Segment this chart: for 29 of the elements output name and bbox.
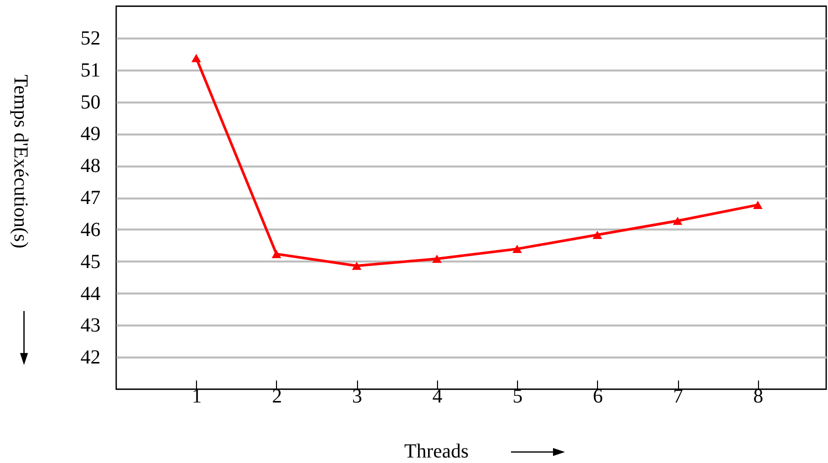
point: [352, 262, 362, 270]
x-tick-label: 5: [512, 386, 523, 408]
x-tick-label: 2: [272, 386, 282, 408]
x-axis-title: Threads: [404, 440, 469, 462]
y-tick-label: 49: [80, 123, 100, 146]
y-tick-label: 50: [80, 91, 100, 114]
point: [512, 244, 522, 253]
y-tick-label: 52: [80, 27, 100, 50]
point: [753, 200, 763, 209]
point: [592, 230, 602, 239]
x-tick-label: 4: [432, 386, 442, 408]
x-tick-label: 8: [753, 386, 764, 408]
point: [191, 54, 201, 62]
y-tick-label: 44: [80, 282, 100, 305]
y-tick-label: 48: [80, 155, 100, 178]
x-tick-label: 7: [673, 386, 684, 408]
point: [432, 254, 442, 263]
x-tick-label: 3: [352, 386, 362, 408]
y-tick-label: 51: [80, 59, 100, 82]
point: [272, 250, 282, 258]
y-axis-title: Temps d'Exécution(s): [10, 74, 32, 248]
y-tick-label: 43: [80, 314, 100, 337]
y-tick-label: 42: [80, 346, 100, 369]
y-tick-label: 45: [80, 250, 100, 273]
y-tick-label: 46: [80, 218, 100, 241]
x-tick-label: 1: [192, 386, 202, 408]
y-tick-label: 47: [80, 187, 100, 209]
point: [672, 216, 682, 225]
x-tick-label: 6: [592, 386, 603, 408]
